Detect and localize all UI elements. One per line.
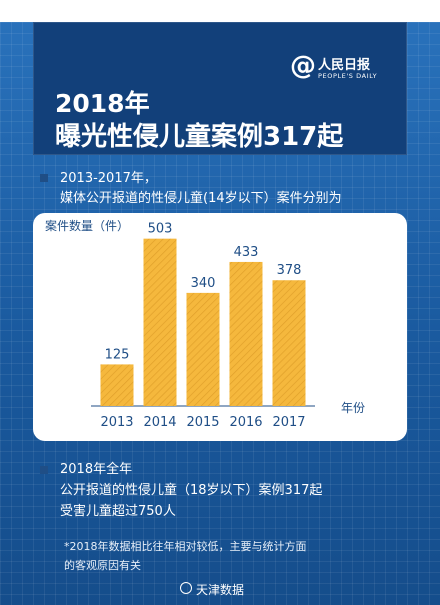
bar-value-label-2013: 125 [105,347,130,362]
bar-chart: 案件数量（件） 年份 125 2013 503 2014 340 2015 433 2016 378… [45,218,365,430]
bar-value-label-2014: 503 [148,222,173,237]
title-panel [33,22,407,155]
logo-name: 人民日报 [318,58,371,73]
x-tick-label-2016: 2016 [229,415,262,430]
logo-subtitle: PEOPLE'S DAILY [318,72,378,80]
top-white-bar [0,0,440,22]
title-year: 2018年 [55,89,150,118]
intro-bullet-icon [40,174,48,182]
chart-card: 案件数量（件） 年份 125 2013 503 2014 340 2015 433 2016 378… [33,213,407,441]
note-line-1: *2018年数据相比往年相对较低，主要与统计方面 [64,540,307,553]
intro-line-1: 2013-2017年， [60,171,157,186]
y-axis-label: 案件数量（件） [45,218,129,233]
bar-2013 [100,364,134,406]
bar-value-label-2016: 433 [234,245,259,260]
intro-line-2: 媒体公开报道的性侵儿童(14岁以下）案件分别为 [60,191,342,206]
summary-line-2: 公开报道的性侵儿童（18岁以下）案例317起 [60,483,323,498]
bar-2014 [143,238,177,406]
summary-line-1: 2018年全年 [60,462,133,477]
bar-2017 [272,280,306,406]
bar-2015 [186,292,220,406]
peoples-daily-logo: @ 人民日报 PEOPLE'S DAILY [290,52,390,86]
x-axis-label: 年份 [341,401,365,415]
summary-bullet-icon [40,466,48,474]
x-tick-label-2017: 2017 [272,415,305,430]
footer-brand: 天津数据 [180,581,270,597]
note-line-2: 的客观原因有关 [64,559,141,572]
bar-value-label-2015: 340 [191,276,216,291]
title-headline: 曝光性侵儿童案例317起 [55,122,344,152]
x-tick-label-2014: 2014 [143,415,176,430]
footer-logo-icon [180,582,192,594]
summary-line-3: 受害儿童超过750人 [60,504,176,519]
x-tick-label-2015: 2015 [186,415,219,430]
footer-brand-text: 天津数据 [196,583,245,597]
bar-value-label-2017: 378 [277,263,302,278]
x-tick-label-2013: 2013 [100,415,133,430]
logo-at-icon: @ [290,51,316,81]
bar-2016 [229,261,263,406]
